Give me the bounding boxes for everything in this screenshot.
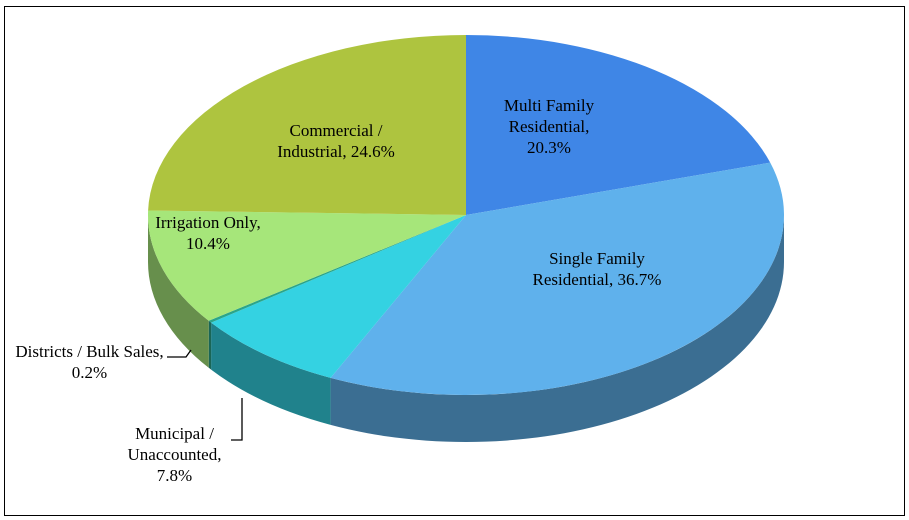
leader-line: [231, 398, 243, 441]
label-category: Irrigation Only,: [155, 213, 261, 232]
slice: [211, 215, 466, 378]
label-value: 20.3%: [527, 138, 571, 157]
data-label: Municipal / Unaccounted, 7.8%: [112, 423, 237, 486]
pie: [148, 35, 785, 442]
label-value: 10.4%: [186, 234, 230, 253]
label-category: Districts / Bulk Sales,: [15, 342, 164, 361]
leader-line: [167, 349, 192, 358]
data-label: Districts / Bulk Sales, 0.2%: [12, 341, 167, 383]
data-label: Commercial / Industrial, 24.6%: [256, 120, 416, 162]
label-value: 7.8%: [156, 466, 193, 485]
slice: [148, 210, 466, 321]
data-label: Multi Family Residential, 20.3%: [488, 95, 610, 158]
label-category: Multi Family Residential,: [503, 96, 595, 136]
slice-side: [148, 215, 209, 368]
label-value: 36.7%: [617, 270, 662, 289]
slice: [466, 35, 771, 215]
data-label: Single Family Residential, 36.7%: [527, 248, 667, 290]
label-category: Single Family Residential,: [532, 249, 645, 289]
slice-side: [330, 215, 784, 442]
data-label: Irrigation Only, 10.4%: [138, 212, 278, 254]
slice: [330, 162, 785, 395]
slice-side: [208, 320, 212, 370]
slice: [148, 35, 466, 215]
label-category: Commercial / Industrial,: [277, 121, 383, 161]
label-category: Municipal / Unaccounted,: [127, 424, 222, 464]
slice-side: [211, 322, 331, 425]
label-value: 0.2%: [71, 363, 108, 382]
label-value: 24.6%: [350, 142, 395, 161]
slice: [208, 215, 466, 323]
